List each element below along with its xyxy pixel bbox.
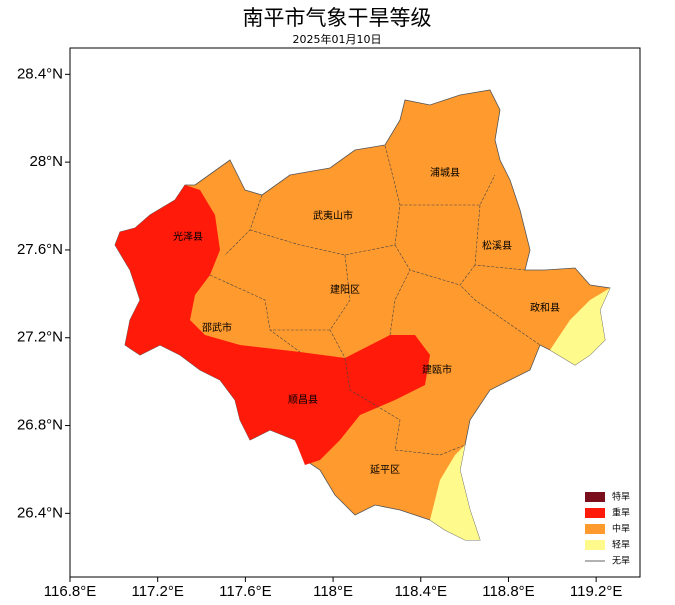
legend-label: 特旱 [612,491,630,503]
region-label: 顺昌县 [288,394,318,406]
region-severe [115,185,430,465]
region-label: 武夷山市 [313,209,353,222]
region-label: 建阳区 [330,283,360,296]
region-moderate [114,89,611,541]
legend-symbol [585,540,605,550]
region-label: 政和县 [530,301,560,314]
y-tick-label: 26.4°N [17,504,63,521]
title: 南平市气象干旱等级 [243,6,432,30]
region-light [550,288,610,365]
region-label: 光泽县 [173,230,203,243]
y-tick-label: 28.4°N [17,65,63,82]
y-tick-label: 26.8°N [17,417,63,434]
x-tick-label: 118°E [313,583,353,600]
legend-label: 无旱 [612,556,630,567]
legend-symbol [585,524,605,534]
region-label: 延平区 [370,464,400,476]
x-tick-label: 118.8°E [482,583,534,600]
x-tick-label: 117.2°E [131,583,183,600]
x-tick-label: 118.4°E [395,583,447,600]
legend-label: 重旱 [612,507,630,519]
legend-label: 中旱 [612,523,630,535]
y-tick-label: 28°N [29,153,63,170]
y-tick-label: 27.2°N [17,329,63,346]
legend-symbol [585,508,605,518]
legend-label: 轻旱 [612,539,630,551]
region-label: 松溪县 [482,239,512,252]
x-tick-label: 119.2°E [570,583,622,600]
region-label: 浦城县 [430,166,460,179]
x-tick-label: 116.8°E [44,583,96,600]
x-tick-label: 117.6°E [219,583,271,600]
date: 2025年01月10日 [293,32,382,46]
y-tick-label: 27.6°N [17,241,63,258]
region-light [430,445,480,540]
legend-symbol [585,492,605,502]
map-shapes [114,89,611,541]
region-label: 建瓯市 [422,363,452,376]
county-border [209,144,541,456]
frame [69,47,641,578]
region-label: 邵武市 [202,321,232,334]
